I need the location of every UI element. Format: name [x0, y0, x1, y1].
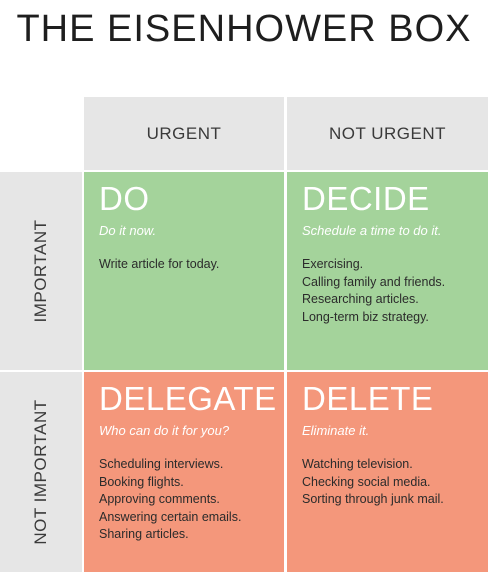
quadrant-decide-subtitle: Schedule a time to do it.: [302, 223, 442, 238]
quadrant-delete-subtitle: Eliminate it.: [302, 423, 370, 438]
list-item: Answering certain emails.: [99, 509, 242, 524]
row-header-not-important: NOT IMPORTANT: [0, 372, 82, 572]
column-header-not-urgent: NOT URGENT: [287, 97, 488, 170]
list-item: Sharing articles.: [99, 527, 189, 541]
page-title: THE EISENHOWER BOX: [16, 8, 472, 50]
quadrant-do: DO Do it now. Write article for today.: [84, 172, 284, 370]
list-item: Sorting through junk mail.: [302, 492, 444, 506]
quadrant-delete: DELETE Eliminate it. Watching television…: [287, 372, 488, 572]
list-item: Researching articles.: [302, 292, 419, 306]
list-item: Calling family and friends.: [302, 274, 446, 289]
list-item: Approving comments.: [99, 492, 220, 506]
list-item: Booking flights.: [99, 474, 184, 489]
row-label-not-important: NOT IMPORTANT: [31, 399, 50, 545]
column-label-not-urgent: NOT URGENT: [328, 123, 447, 143]
quadrant-do-list: Write article for today.: [99, 256, 276, 274]
list-item: Long-term biz strategy.: [302, 309, 429, 324]
list-item: Scheduling interviews.: [99, 457, 224, 471]
row-header-important: IMPORTANT: [0, 172, 82, 370]
row-label-important: IMPORTANT: [31, 219, 50, 323]
quadrant-delegate-title: DELEGATE: [99, 380, 277, 417]
quadrant-decide: DECIDE Schedule a time to do it. Exercis…: [287, 172, 488, 370]
list-item: Watching television.: [302, 457, 413, 471]
quadrant-decide-title: DECIDE: [302, 180, 430, 217]
list-item: Write article for today.: [99, 257, 220, 271]
quadrant-do-title: DO: [99, 180, 150, 217]
column-header-urgent: URGENT: [84, 97, 284, 170]
list-item: Checking social media.: [302, 474, 431, 489]
quadrant-delegate: DELEGATE Who can do it for you? Scheduli…: [84, 372, 284, 572]
quadrant-do-subtitle: Do it now.: [99, 223, 157, 238]
quadrant-delete-list: Watching television. Checking social med…: [302, 456, 480, 509]
quadrant-delegate-subtitle: Who can do it for you?: [99, 423, 230, 438]
list-item: Exercising.: [302, 257, 364, 271]
quadrant-decide-list: Exercising. Calling family and friends. …: [302, 256, 480, 326]
column-label-urgent: URGENT: [146, 123, 222, 143]
quadrant-delete-title: DELETE: [302, 380, 434, 417]
quadrant-delegate-list: Scheduling interviews. Booking flights. …: [99, 456, 276, 544]
